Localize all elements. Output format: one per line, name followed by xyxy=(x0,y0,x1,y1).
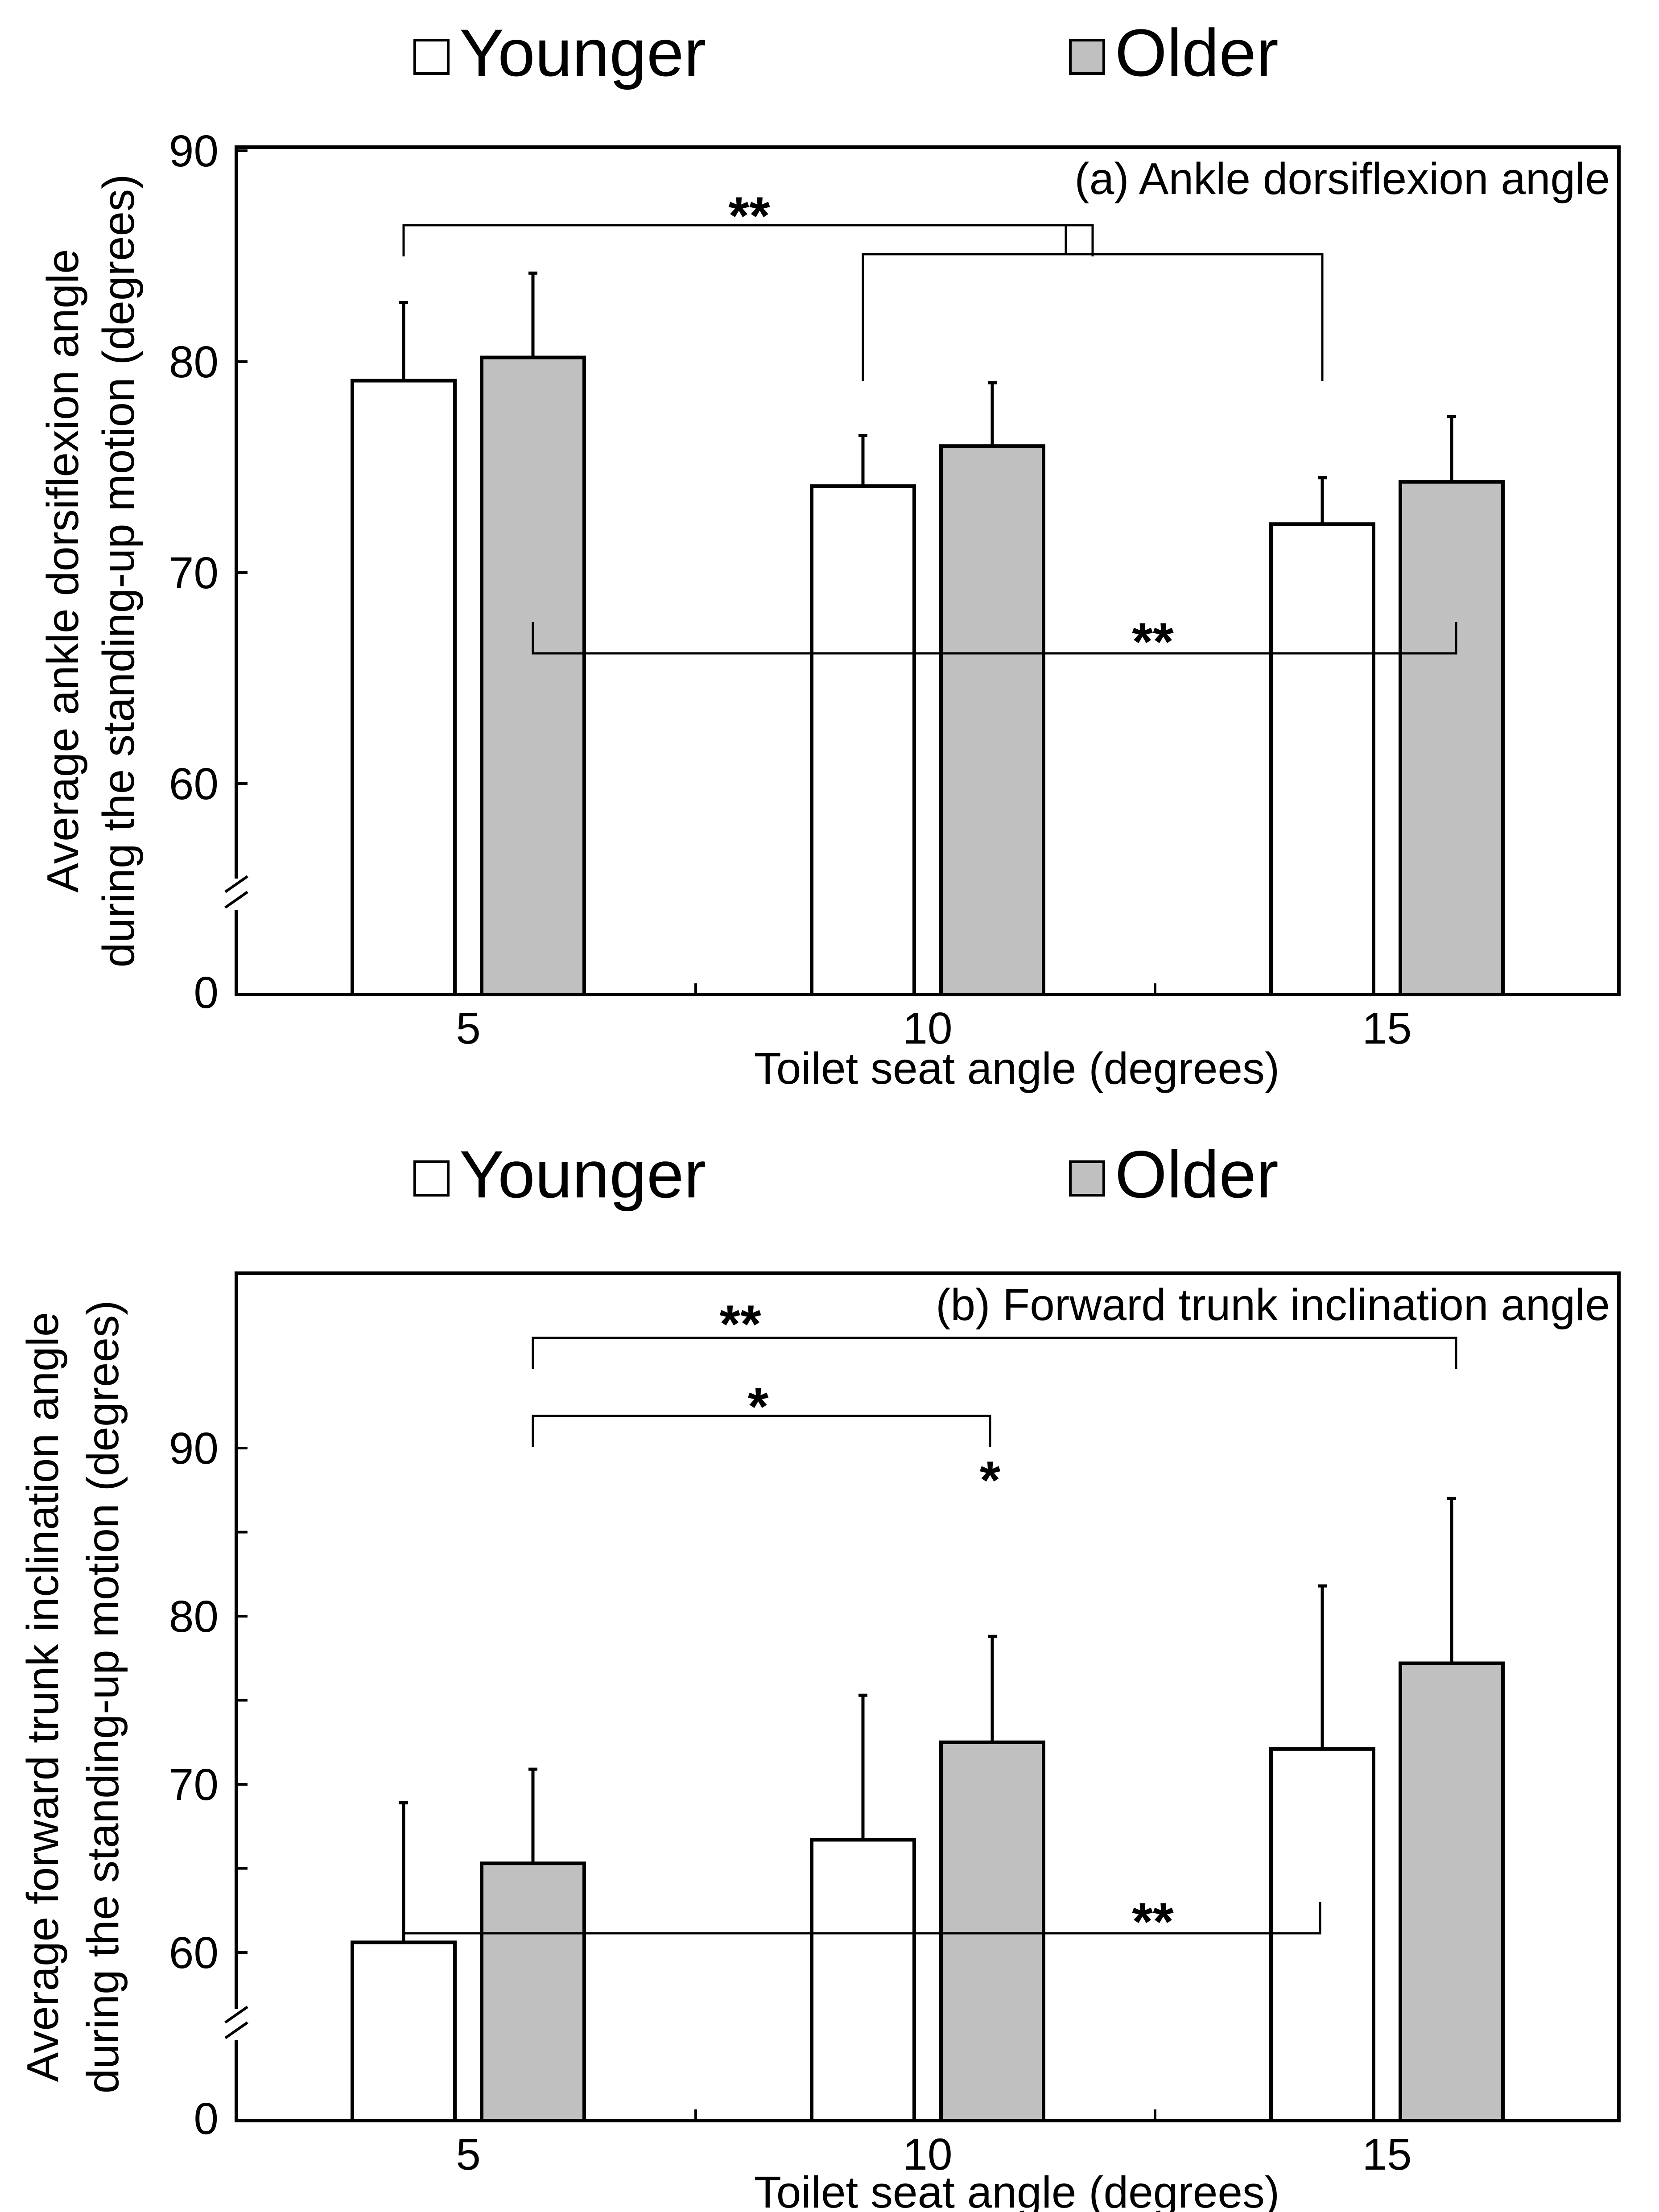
x-tick-label: 10 xyxy=(903,1003,952,1053)
panel-a: Younger Older 0 60 70 80 90 5 10 15 Toilet seat an… xyxy=(38,15,1621,1094)
legend-swatch-younger xyxy=(413,39,450,75)
y-tick-label: 60 xyxy=(169,759,219,809)
x-tick-label: 15 xyxy=(1362,1003,1411,1053)
significance-bracket xyxy=(402,224,1094,256)
bar-older-15 xyxy=(1399,1661,1505,2122)
y-tick-label: 80 xyxy=(169,1592,219,1642)
plot-frame xyxy=(235,1271,1621,2122)
significance-marker: * xyxy=(980,1450,1001,1510)
axis-break-icon xyxy=(224,875,248,909)
y-tick-label: 60 xyxy=(169,1928,219,1978)
y-axis-title-line-1: Average ankle dorsiflexion angle xyxy=(38,249,88,893)
bar-younger-15 xyxy=(1269,1747,1375,2123)
x-tick-label: 15 xyxy=(1362,2129,1411,2179)
bar-younger-5 xyxy=(351,1940,457,2122)
bar-older-15 xyxy=(1399,480,1505,996)
y-tick-label: 90 xyxy=(169,126,219,176)
x-tick-label: 5 xyxy=(456,1003,481,1053)
y-axis-title-line-1: Average forward trunk inclination angle xyxy=(18,1312,68,2082)
y-tick-label: 70 xyxy=(169,548,219,598)
x-tick-label: 10 xyxy=(903,2129,952,2179)
legend-label-older: Older xyxy=(1115,1137,1279,1212)
significance-marker: ** xyxy=(728,186,770,246)
bar-older-5 xyxy=(480,355,586,996)
panel-label: (a) Ankle dorsiflexion angle xyxy=(1074,154,1610,204)
y-tick-label: 70 xyxy=(169,1760,219,1810)
significance-bracket xyxy=(862,253,1324,381)
bar-younger-10 xyxy=(810,484,916,996)
legend-swatch-older xyxy=(1069,1160,1105,1197)
legend-label-younger: Younger xyxy=(459,15,706,90)
axis-break-icon xyxy=(224,2006,248,2039)
panel-b: Younger Older 0 60 70 80 90 5 10 15 Toilet seat an… xyxy=(18,1137,1621,2212)
x-axis-title: Toilet seat angle (degrees) xyxy=(754,2167,1279,2212)
bar-older-10 xyxy=(939,444,1045,997)
bar-younger-15 xyxy=(1269,522,1375,996)
legend-label-older: Older xyxy=(1115,15,1279,90)
panel-label: (b) Forward trunk inclination angle xyxy=(936,1280,1610,1330)
bar-younger-10 xyxy=(810,1838,916,2123)
bar-older-5 xyxy=(480,1861,586,2122)
significance-bracket xyxy=(402,1902,1321,1935)
bar-younger-5 xyxy=(351,379,457,997)
legend-label-younger: Younger xyxy=(459,1137,706,1212)
significance-bracket xyxy=(532,622,1457,655)
bar-older-10 xyxy=(939,1740,1045,2122)
y-tick-label: 0 xyxy=(194,2094,219,2144)
x-tick-label: 5 xyxy=(456,2129,481,2179)
significance-bracket xyxy=(532,1415,991,1447)
y-axis-title-line-2: during the standing-up motion (degrees) xyxy=(78,1300,128,2094)
y-tick-label: 0 xyxy=(194,968,219,1018)
significance-bracket xyxy=(532,1337,1457,1369)
legend-swatch-younger xyxy=(413,1160,450,1197)
legend-swatch-older xyxy=(1069,39,1105,75)
y-axis-title-line-2: during the standing-up motion (degrees) xyxy=(94,174,144,968)
significance-marker: ** xyxy=(719,1294,761,1354)
y-tick-label: 80 xyxy=(169,337,219,387)
significance-marker: ** xyxy=(1132,1892,1174,1952)
x-axis-title: Toilet seat angle (degrees) xyxy=(754,1044,1279,1094)
significance-marker: ** xyxy=(1132,612,1174,672)
significance-marker: * xyxy=(748,1377,769,1436)
plot-frame xyxy=(235,145,1621,996)
y-tick-label: 90 xyxy=(169,1424,219,1473)
